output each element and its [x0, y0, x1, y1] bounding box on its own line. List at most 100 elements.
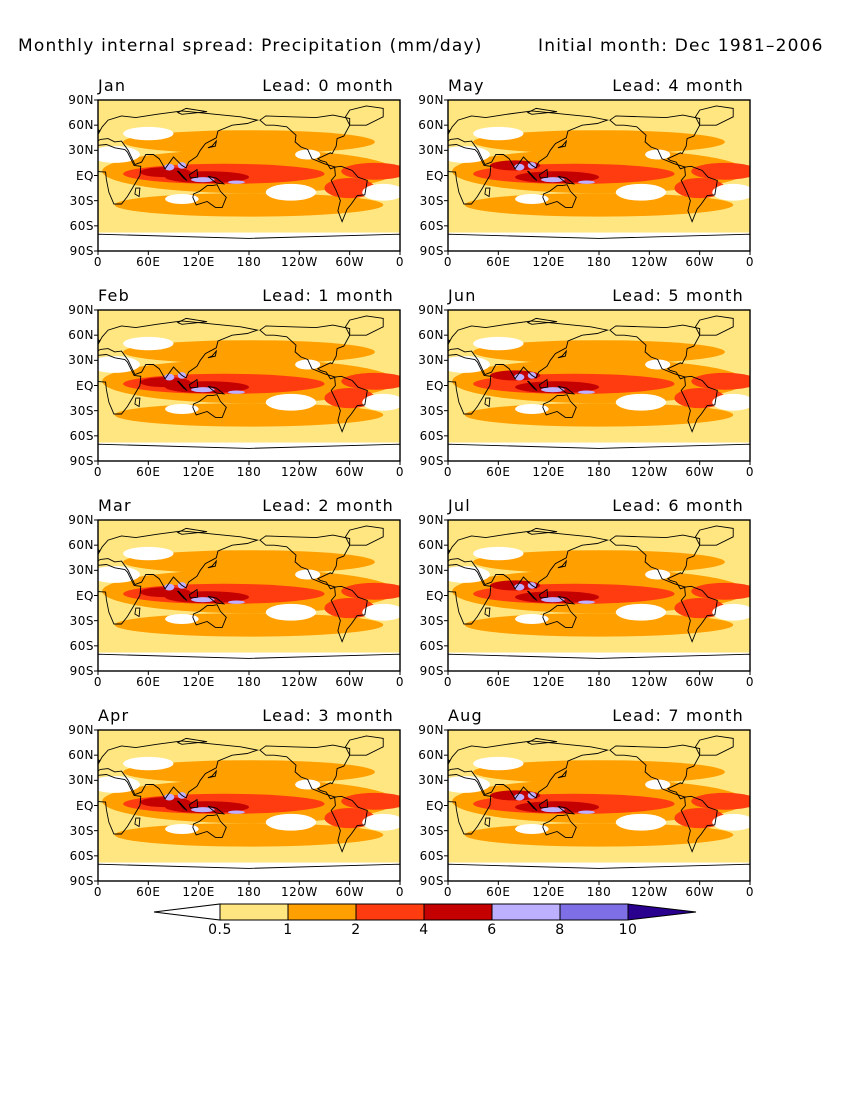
lat-tick-label: 60N [68, 748, 94, 763]
lat-tick-label: 30N [418, 563, 444, 578]
lon-tick-label: 180 [586, 885, 612, 899]
lat-tick-label: EQ [75, 378, 94, 393]
precip-spread-map [94, 99, 401, 255]
colorbar-tick-label: 6 [487, 922, 497, 938]
lat-tick-label: 60N [68, 328, 94, 343]
lon-tick-label: 120E [182, 465, 215, 479]
panel-lead-label: Lead: 4 month [612, 76, 744, 95]
lon-tick-label: 120E [182, 675, 215, 689]
lon-tick-label: 60W [335, 675, 364, 689]
lat-tick-label: 90N [418, 93, 444, 107]
lon-tick-label: 120W [280, 255, 318, 269]
lon-tick-label: 120W [280, 465, 318, 479]
panel-month-label: May [448, 76, 485, 95]
lat-tick-label: 90N [418, 723, 444, 737]
lat-tick-label: EQ [75, 798, 94, 813]
lat-tick-label: 60N [418, 328, 444, 343]
lon-tick-label: 0 [395, 255, 405, 269]
lat-tick-label: 60S [419, 428, 444, 443]
lon-tick-label: 0 [443, 675, 453, 689]
lon-tick-label: 0 [745, 465, 755, 479]
lon-tick-label: 60W [335, 255, 364, 269]
lat-tick-label: 30S [69, 193, 94, 208]
colorbar-segment [287, 903, 357, 921]
panel-month-label: Jan [98, 76, 127, 95]
precip-spread-map [444, 519, 751, 675]
lon-tick-label: 180 [236, 465, 262, 479]
lat-tick-label: 60N [418, 538, 444, 553]
lat-tick-label: 90S [419, 454, 444, 468]
colorbar-lower-triangle [153, 903, 221, 921]
precip-spread-map [94, 309, 401, 465]
map-title: Monthly internal spread: Precipitation (… [18, 36, 483, 56]
lon-tick-label: 0 [745, 255, 755, 269]
panel-lead-label: Lead: 0 month [262, 76, 394, 95]
panel-lead-label: Lead: 3 month [262, 706, 394, 725]
lat-tick-label: 60N [68, 118, 94, 133]
lat-tick-label: 60S [69, 428, 94, 443]
lon-tick-label: 60E [136, 465, 161, 479]
lon-tick-label: 120E [532, 465, 565, 479]
colorbar-tick-label: 1 [283, 922, 293, 938]
map-panel-jan: Jan Lead: 0 month 90N 60N 30N EQ 30S 60S 90S 0 60E… [68, 76, 403, 269]
lon-tick-label: 120W [280, 675, 318, 689]
colorbar-tick-label: 2 [351, 922, 361, 938]
map-panel-may: May Lead: 4 month 90N 60N 30N EQ 30S 60S 90S 0 60E… [418, 76, 753, 269]
lat-tick-label: 90S [69, 454, 94, 468]
lon-tick-label: 0 [93, 675, 103, 689]
precip-spread-map [94, 729, 401, 885]
lon-tick-label: 0 [745, 885, 755, 899]
lat-tick-label: EQ [425, 378, 444, 393]
colorbar-segment [219, 903, 289, 921]
lat-tick-label: 30N [418, 353, 444, 368]
lat-tick-label: 30N [68, 353, 94, 368]
lon-tick-label: 60E [486, 465, 511, 479]
lon-tick-label: 60E [136, 255, 161, 269]
lon-tick-label: 120E [532, 675, 565, 689]
lon-tick-label: 180 [236, 675, 262, 689]
lon-tick-label: 60W [685, 675, 714, 689]
lat-tick-label: 60N [418, 748, 444, 763]
lat-tick-label: 60S [419, 638, 444, 653]
lon-tick-label: 120W [630, 465, 668, 479]
lon-tick-label: 0 [395, 885, 405, 899]
lat-tick-label: 90S [69, 874, 94, 888]
lat-tick-label: 60S [69, 638, 94, 653]
lat-tick-label: 30S [419, 613, 444, 628]
lon-tick-label: 60W [685, 255, 714, 269]
lon-tick-label: 60E [136, 675, 161, 689]
lat-tick-label: 60N [418, 118, 444, 133]
lon-tick-label: 0 [93, 885, 103, 899]
lat-tick-label: 90N [68, 93, 94, 107]
lon-tick-label: 120W [630, 255, 668, 269]
lat-tick-label: 90N [68, 723, 94, 737]
lat-tick-label: 30S [419, 403, 444, 418]
panel-lead-label: Lead: 7 month [612, 706, 744, 725]
lat-tick-label: 90N [418, 513, 444, 527]
panel-month-label: Jul [448, 496, 471, 515]
lat-tick-label: 90S [69, 244, 94, 258]
lat-tick-label: 60S [69, 218, 94, 233]
lat-tick-label: 60S [419, 848, 444, 863]
colorbar-tick-label: 0.5 [208, 922, 232, 938]
lat-tick-label: 90S [69, 664, 94, 678]
lat-tick-label: 30S [419, 193, 444, 208]
precip-spread-map [444, 99, 751, 255]
lon-tick-label: 120W [280, 885, 318, 899]
lon-tick-label: 0 [395, 675, 405, 689]
colorbar-segment [491, 903, 561, 921]
lat-tick-label: 30N [68, 773, 94, 788]
initial-month-label: Initial month: Dec 1981–2006 [538, 36, 824, 56]
precip-spread-map [444, 729, 751, 885]
lon-tick-label: 0 [395, 465, 405, 479]
map-panel-jul: Jul Lead: 6 month 90N 60N 30N EQ 30S 60S 90S 0 60E… [418, 496, 753, 689]
map-panel-apr: Apr Lead: 3 month 90N 60N 30N EQ 30S 60S 90S 0 60E… [68, 706, 403, 899]
lat-tick-label: 30S [69, 613, 94, 628]
colorbar-tick-label: 4 [419, 922, 429, 938]
lon-tick-label: 0 [443, 465, 453, 479]
lat-tick-label: 30N [418, 773, 444, 788]
lat-tick-label: 90N [418, 303, 444, 317]
lat-tick-label: 60N [68, 538, 94, 553]
lat-tick-label: EQ [425, 798, 444, 813]
lon-tick-label: 0 [93, 465, 103, 479]
